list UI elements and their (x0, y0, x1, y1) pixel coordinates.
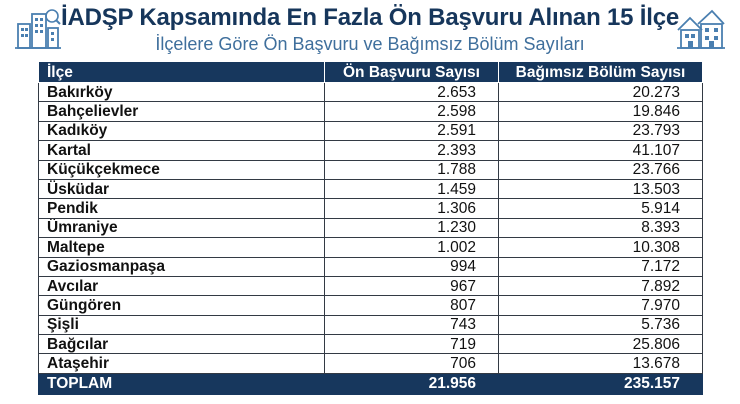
cell-ilce: Şişli (38, 314, 325, 336)
city-buildings-icon (15, 9, 61, 49)
cell-on-basvuru: 2.591 (324, 120, 499, 142)
table-body: Bakırköy 2.653 20.273 Bahçelievler 2.598 19.8… (38, 81, 703, 374)
table-row: Bakırköy 2.653 20.273 (38, 81, 703, 103)
cell-ilce: Pendik (38, 198, 325, 219)
cell-bagimsiz-bolum: 25.806 (498, 334, 703, 355)
cell-on-basvuru: 1.230 (324, 217, 499, 239)
total-row: TOPLAM 21.956 235.157 (38, 372, 703, 395)
column-header-on-basvuru: Ön Başvuru Sayısı (324, 61, 499, 83)
cell-on-basvuru: 994 (324, 256, 499, 277)
cell-ilce: Bakırköy (38, 81, 325, 103)
table-row: Ümraniye 1.230 8.393 (38, 217, 703, 239)
cell-ilce: Ataşehir (38, 353, 325, 374)
cell-bagimsiz-bolum: 7.172 (498, 256, 703, 277)
cell-bagimsiz-bolum: 7.892 (498, 275, 703, 297)
cell-bagimsiz-bolum: 23.766 (498, 159, 703, 180)
cell-ilce: Gaziosmanpaşa (38, 256, 325, 277)
cell-ilce: Küçükçekmece (38, 159, 325, 180)
page-title: İADŞP Kapsamında En Fazla Ön Başvuru Alı… (61, 4, 679, 31)
total-bagimsiz-bolum: 235.157 (498, 372, 703, 395)
houses-icon (677, 9, 725, 49)
cell-on-basvuru: 1.002 (324, 237, 499, 258)
cell-on-basvuru: 1.788 (324, 159, 499, 180)
cell-bagimsiz-bolum: 8.393 (498, 217, 703, 239)
total-label: TOPLAM (38, 372, 325, 395)
cell-on-basvuru: 807 (324, 295, 499, 316)
cell-on-basvuru: 743 (324, 314, 499, 336)
table-row: Bağcılar 719 25.806 (38, 334, 703, 355)
table-row: Ataşehir 706 13.678 (38, 353, 703, 374)
cell-on-basvuru: 2.598 (324, 101, 499, 122)
cell-bagimsiz-bolum: 19.846 (498, 101, 703, 122)
cell-on-basvuru: 2.653 (324, 81, 499, 103)
table-row: Gaziosmanpaşa 994 7.172 (38, 256, 703, 277)
cell-bagimsiz-bolum: 5.736 (498, 314, 703, 336)
cell-ilce: Ümraniye (38, 217, 325, 239)
table-row: Avcılar 967 7.892 (38, 275, 703, 297)
cell-ilce: Avcılar (38, 275, 325, 297)
cell-ilce: Bağcılar (38, 334, 325, 355)
page-subtitle: İlçelere Göre Ön Başvuru ve Bağımsız Böl… (155, 34, 585, 54)
table-row: Kadıköy 2.591 23.793 (38, 120, 703, 142)
cell-bagimsiz-bolum: 23.793 (498, 120, 703, 142)
cell-on-basvuru: 2.393 (324, 140, 499, 161)
cell-ilce: Kartal (38, 140, 325, 161)
table-row: Pendik 1.306 5.914 (38, 198, 703, 219)
table-row: Şişli 743 5.736 (38, 314, 703, 336)
cell-ilce: Maltepe (38, 237, 325, 258)
cell-ilce: Bahçelievler (38, 101, 325, 122)
cell-bagimsiz-bolum: 10.308 (498, 237, 703, 258)
table-header-row: İlçe Ön Başvuru Sayısı Bağımsız Bölüm Sa… (38, 61, 703, 83)
table-row: Güngören 807 7.970 (38, 295, 703, 316)
table-row: Üsküdar 1.459 13.503 (38, 178, 703, 200)
total-on-basvuru: 21.956 (324, 372, 499, 395)
cell-on-basvuru: 706 (324, 353, 499, 374)
cell-ilce: Kadıköy (38, 120, 325, 142)
district-table: İlçe Ön Başvuru Sayısı Bağımsız Bölüm Sa… (38, 61, 703, 395)
cell-ilce: Güngören (38, 295, 325, 316)
cell-bagimsiz-bolum: 20.273 (498, 81, 703, 103)
table-row: Bahçelievler 2.598 19.846 (38, 101, 703, 122)
cell-ilce: Üsküdar (38, 178, 325, 200)
column-header-bagimsiz-bolum: Bağımsız Bölüm Sayısı (498, 61, 703, 83)
cell-bagimsiz-bolum: 13.678 (498, 353, 703, 374)
cell-bagimsiz-bolum: 41.107 (498, 140, 703, 161)
column-header-ilce: İlçe (38, 61, 325, 83)
cell-bagimsiz-bolum: 7.970 (498, 295, 703, 316)
cell-bagimsiz-bolum: 13.503 (498, 178, 703, 200)
table-row: Maltepe 1.002 10.308 (38, 237, 703, 258)
table-row: Kartal 2.393 41.107 (38, 140, 703, 161)
cell-on-basvuru: 1.459 (324, 178, 499, 200)
cell-on-basvuru: 719 (324, 334, 499, 355)
cell-on-basvuru: 967 (324, 275, 499, 297)
cell-bagimsiz-bolum: 5.914 (498, 198, 703, 219)
table-row: Küçükçekmece 1.788 23.766 (38, 159, 703, 180)
cell-on-basvuru: 1.306 (324, 198, 499, 219)
